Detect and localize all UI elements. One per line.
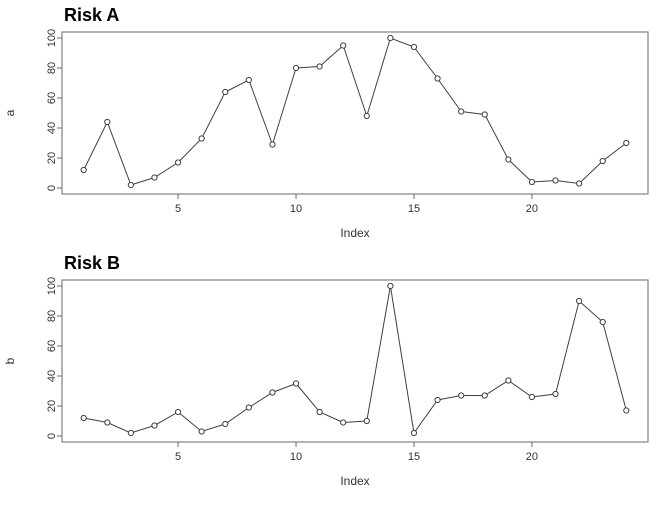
r-plots-page: Risk A 5 10 15 20 0 20 40 60 80 100 Index a Risk B … [0, 4, 665, 510]
data-point [481, 111, 488, 118]
data-point [127, 429, 134, 437]
data-point [481, 392, 488, 399]
data-point [80, 166, 87, 174]
y-tick-label: 20 [46, 400, 58, 412]
y-tick-label: 20 [46, 152, 58, 164]
data-point [316, 408, 323, 416]
data-point [174, 159, 182, 166]
x-tick-label: 10 [290, 451, 302, 463]
data-series [80, 282, 630, 437]
data-point [80, 414, 87, 422]
series-line [83, 37, 627, 186]
y-tick-label: 100 [46, 277, 58, 295]
x-axis-label: Index [340, 226, 369, 240]
chart-title-risk-a: Risk A [64, 5, 120, 25]
data-point [387, 34, 394, 42]
data-point [269, 141, 276, 148]
data-point [387, 282, 394, 290]
y-axis-label: a [3, 109, 17, 116]
y-tick-label: 80 [46, 310, 58, 322]
data-point [434, 75, 441, 82]
x-tick-label: 10 [290, 203, 302, 215]
data-point [104, 419, 111, 426]
data-point [363, 417, 370, 425]
risk-b-plot: 5 10 15 20 0 20 40 60 80 100 Index b [3, 277, 649, 488]
data-point [528, 393, 536, 401]
y-tick-label: 0 [46, 433, 58, 439]
data-point [623, 139, 630, 147]
data-point [222, 420, 229, 428]
data-point [198, 135, 205, 142]
data-point [434, 396, 441, 404]
data-point [292, 380, 300, 387]
data-point [245, 404, 252, 411]
data-point [599, 157, 606, 165]
y-tick-label: 40 [46, 370, 58, 382]
data-point [505, 156, 512, 163]
data-point [104, 118, 111, 126]
y-axis: 0 20 40 60 80 100 [46, 277, 62, 439]
data-point [552, 390, 559, 398]
data-point [576, 180, 583, 187]
data-point [410, 43, 418, 51]
data-point [151, 422, 158, 429]
y-tick-label: 100 [46, 29, 58, 47]
y-axis-label: b [3, 357, 17, 364]
risk-b-chart: Risk B 5 10 15 20 0 20 40 60 80 100 Index b [0, 252, 665, 492]
data-point [222, 88, 229, 96]
x-tick-label: 5 [175, 451, 181, 463]
x-axis: 5 10 15 20 [175, 194, 538, 215]
data-point [151, 174, 158, 181]
risk-a-chart: Risk A 5 10 15 20 0 20 40 60 80 100 Index a [0, 4, 665, 244]
data-point [410, 429, 418, 437]
plot-box [61, 31, 649, 195]
data-point [528, 178, 536, 186]
data-point [340, 419, 347, 426]
x-tick-label: 15 [408, 203, 420, 215]
y-axis: 0 20 40 60 80 100 [46, 29, 62, 191]
data-point [127, 181, 134, 189]
x-tick-label: 5 [175, 203, 181, 215]
data-point [458, 108, 465, 115]
data-point [599, 318, 606, 326]
data-point [198, 428, 205, 435]
series-line [83, 285, 627, 435]
x-tick-label: 20 [526, 203, 538, 215]
y-tick-label: 60 [46, 92, 58, 104]
data-point [340, 42, 347, 49]
data-point [245, 76, 252, 84]
data-point [316, 63, 323, 70]
chart-title-risk-b: Risk B [64, 253, 121, 273]
plot-box [61, 279, 649, 443]
x-axis: 5 10 15 20 [175, 442, 538, 463]
data-point [505, 377, 512, 384]
data-point [576, 297, 583, 305]
data-point [363, 112, 370, 120]
y-tick-label: 0 [46, 185, 58, 191]
risk-a-plot: 5 10 15 20 0 20 40 60 80 100 Index a [3, 29, 649, 240]
data-point [174, 408, 182, 416]
data-series [80, 34, 630, 189]
data-point [623, 407, 630, 414]
data-point [269, 389, 276, 396]
data-point [458, 392, 465, 399]
data-point [552, 177, 559, 184]
data-point [292, 64, 300, 72]
x-axis-label: Index [340, 474, 369, 488]
y-tick-label: 60 [46, 340, 58, 352]
x-tick-label: 15 [408, 451, 420, 463]
x-tick-label: 20 [526, 451, 538, 463]
y-tick-label: 80 [46, 62, 58, 74]
y-tick-label: 40 [46, 122, 58, 134]
